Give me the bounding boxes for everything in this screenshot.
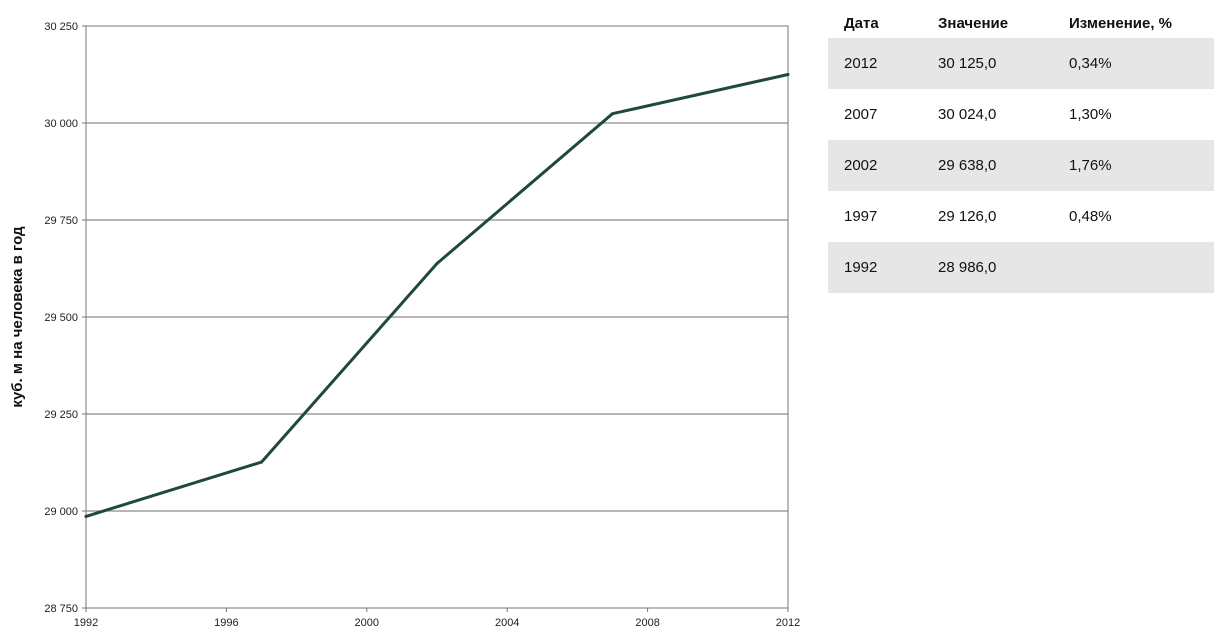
series-group: [84, 73, 790, 518]
cell-date: 1992: [828, 242, 922, 293]
cell-date: 2012: [828, 38, 922, 89]
cell-change: 0,34%: [1053, 38, 1214, 89]
y-tick-label: 29 250: [44, 409, 78, 421]
table-row: 2002 29 638,0 1,76%: [828, 140, 1214, 191]
cell-value: 30 125,0: [922, 38, 1053, 89]
cell-date: 2002: [828, 140, 922, 191]
data-point: [611, 112, 614, 116]
header-change: Изменение, %: [1069, 14, 1173, 32]
cell-value: 29 126,0: [938, 208, 997, 225]
data-point: [260, 460, 263, 464]
y-tick-label: 30 000: [44, 118, 78, 130]
x-tick-label: 2012: [776, 617, 800, 629]
cell-date: 2007: [844, 106, 878, 123]
y-tick-label: 29 500: [44, 312, 78, 324]
data-point: [786, 73, 790, 76]
data-point: [435, 261, 439, 265]
y-tick-label: 28 750: [44, 603, 78, 615]
table-row: 1997 29 126,0 0,48%: [828, 191, 1214, 242]
table-row: 1992 28 986,0: [828, 242, 1214, 293]
header-date: Дата: [844, 14, 879, 32]
x-tick-label: 1996: [214, 617, 238, 629]
cell-value: 30 024,0: [938, 106, 997, 123]
cell-value: 29 638,0: [922, 140, 1053, 191]
x-tick-label: 2000: [355, 617, 379, 629]
x-tick-label: 1992: [74, 617, 98, 629]
table-header-row: Дата Значение Изменение, %: [828, 8, 1214, 38]
cell-change: [1053, 242, 1214, 293]
y-tick-label: 29 000: [44, 506, 78, 518]
cell-change: 0,48%: [1069, 208, 1112, 225]
grid-lines: [86, 122, 788, 512]
data-table: Дата Значение Изменение, % 2012 30 125,0…: [828, 8, 1214, 293]
cell-date: 1997: [844, 208, 878, 225]
y-tick-label: 29 750: [44, 215, 78, 227]
y-tick-label: 30 250: [44, 21, 78, 33]
x-tick-label: 2008: [635, 617, 659, 629]
cell-change: 1,76%: [1053, 140, 1214, 191]
header-value: Значение: [938, 14, 1009, 32]
cell-value: 28 986,0: [922, 242, 1053, 293]
y-axis: 28 750 29 000 29 250 29 500 29 750 30 000 30 2…: [44, 21, 86, 615]
line-chart: 28 750 29 000 29 250 29 500 29 750 30 000 30 2…: [9, 21, 800, 629]
series-line: [84, 73, 790, 518]
x-tick-label: 2004: [495, 617, 519, 629]
table-row: 2007 30 024,0 1,30%: [828, 89, 1214, 140]
data-point: [84, 514, 88, 518]
table-row: 2012 30 125,0 0,34%: [828, 38, 1214, 89]
x-axis: 1992 1996 2000 2004 2008 2012: [74, 608, 800, 629]
y-axis-label: куб. м на человека в год: [9, 226, 26, 408]
cell-change: 1,30%: [1069, 106, 1112, 123]
